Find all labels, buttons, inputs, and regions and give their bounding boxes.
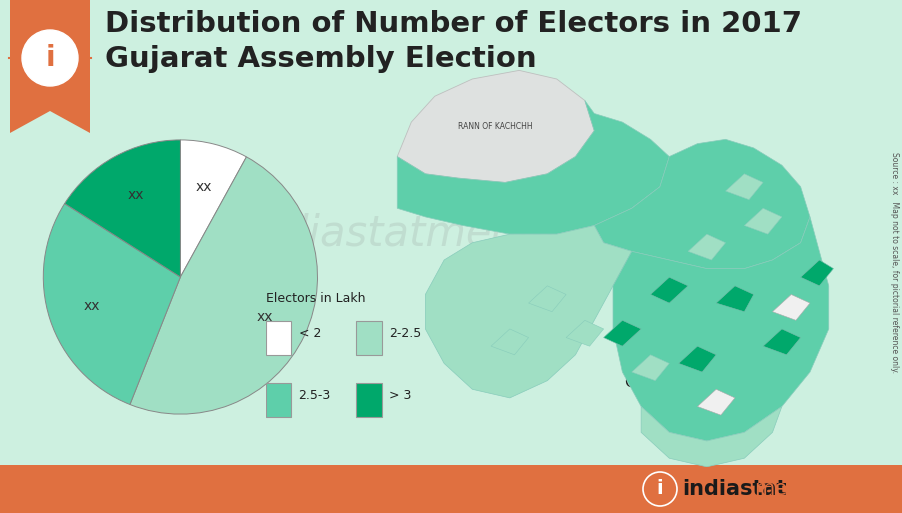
Bar <box>356 383 382 417</box>
Text: xx: xx <box>84 299 100 313</box>
Text: indiastat: indiastat <box>682 479 787 499</box>
Text: 2-2.5: 2-2.5 <box>389 327 421 340</box>
Polygon shape <box>725 174 763 200</box>
Polygon shape <box>772 294 810 320</box>
Bar <box>266 321 291 355</box>
Polygon shape <box>641 406 782 467</box>
Text: Gujarat Assembly Election: Gujarat Assembly Election <box>105 45 537 73</box>
Wedge shape <box>65 140 180 277</box>
Text: xx: xx <box>256 310 273 324</box>
Text: Source : xx   Map not to scale, for pictorial reference only.: Source : xx Map not to scale, for pictor… <box>890 152 899 373</box>
Circle shape <box>22 30 78 86</box>
Polygon shape <box>744 208 782 234</box>
Text: Distribution of Number of Electors in 2017: Distribution of Number of Electors in 20… <box>105 10 802 38</box>
Text: i: i <box>657 480 663 499</box>
Bar <box>356 321 382 355</box>
Text: < 2: < 2 <box>299 327 321 340</box>
Text: > 3: > 3 <box>389 388 411 402</box>
Text: 2.5-3: 2.5-3 <box>299 388 331 402</box>
Text: Total Assembly: Total Assembly <box>625 358 740 373</box>
Polygon shape <box>678 346 716 372</box>
Wedge shape <box>180 140 246 277</box>
Polygon shape <box>613 217 829 441</box>
Text: RANN OF KACHCHH: RANN OF KACHCHH <box>458 122 533 131</box>
Circle shape <box>643 472 677 506</box>
Wedge shape <box>130 157 318 414</box>
Text: xx: xx <box>196 180 212 194</box>
Text: indiastatmedia.com: indiastatmedia.com <box>244 212 658 254</box>
Bar <box>0 465 902 513</box>
Bar <box>266 383 291 417</box>
Polygon shape <box>631 355 669 381</box>
Polygon shape <box>801 260 833 286</box>
Wedge shape <box>43 204 180 404</box>
Polygon shape <box>426 226 631 398</box>
Text: Electors in Lakh: Electors in Lakh <box>266 292 365 305</box>
Polygon shape <box>397 70 594 183</box>
Text: xx: xx <box>127 188 143 202</box>
Polygon shape <box>763 329 801 355</box>
Polygon shape <box>697 389 735 415</box>
Polygon shape <box>650 277 688 303</box>
Polygon shape <box>603 320 641 346</box>
Polygon shape <box>10 0 90 133</box>
Polygon shape <box>688 234 725 260</box>
Text: Constituencies - 182: Constituencies - 182 <box>625 375 782 390</box>
Text: i: i <box>45 44 55 72</box>
Polygon shape <box>716 286 754 312</box>
Polygon shape <box>566 320 603 346</box>
Polygon shape <box>491 329 529 355</box>
Polygon shape <box>529 286 566 312</box>
Polygon shape <box>397 101 669 234</box>
Text: media: media <box>754 479 819 499</box>
Polygon shape <box>594 140 810 269</box>
